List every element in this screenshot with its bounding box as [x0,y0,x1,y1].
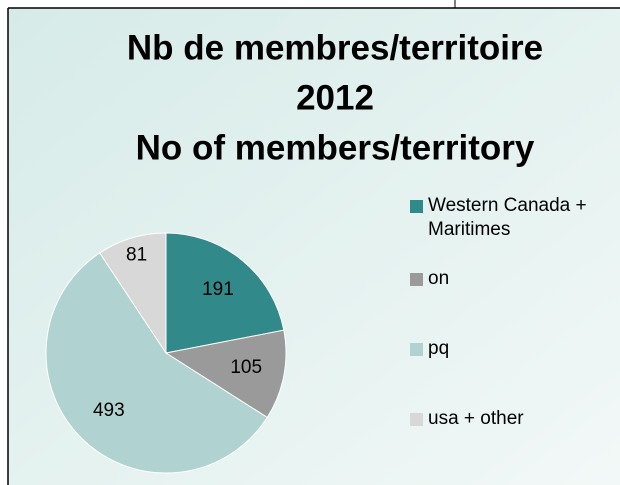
legend-swatch [410,343,423,356]
legend-swatch [410,413,423,426]
data-label: 493 [93,400,125,421]
legend-label: usa + other [428,408,524,429]
chart-title: 2012 [296,78,374,117]
chart-title: Nb de membres/territoire [127,28,543,67]
data-label: 105 [230,357,262,378]
chart-title: No of members/territory [136,128,535,167]
pie-slice [99,232,167,355]
pie-slice [45,252,268,474]
pie-slice [165,232,285,354]
data-label: 81 [126,244,147,265]
pie-slice [164,329,287,419]
legend-swatch [410,273,423,286]
data-label: 191 [202,279,234,300]
legend-swatch [410,200,423,213]
legend-label: Western Canada + Maritimes [428,195,587,240]
legend-label: on [428,268,450,289]
legend-label: pq [428,338,450,359]
